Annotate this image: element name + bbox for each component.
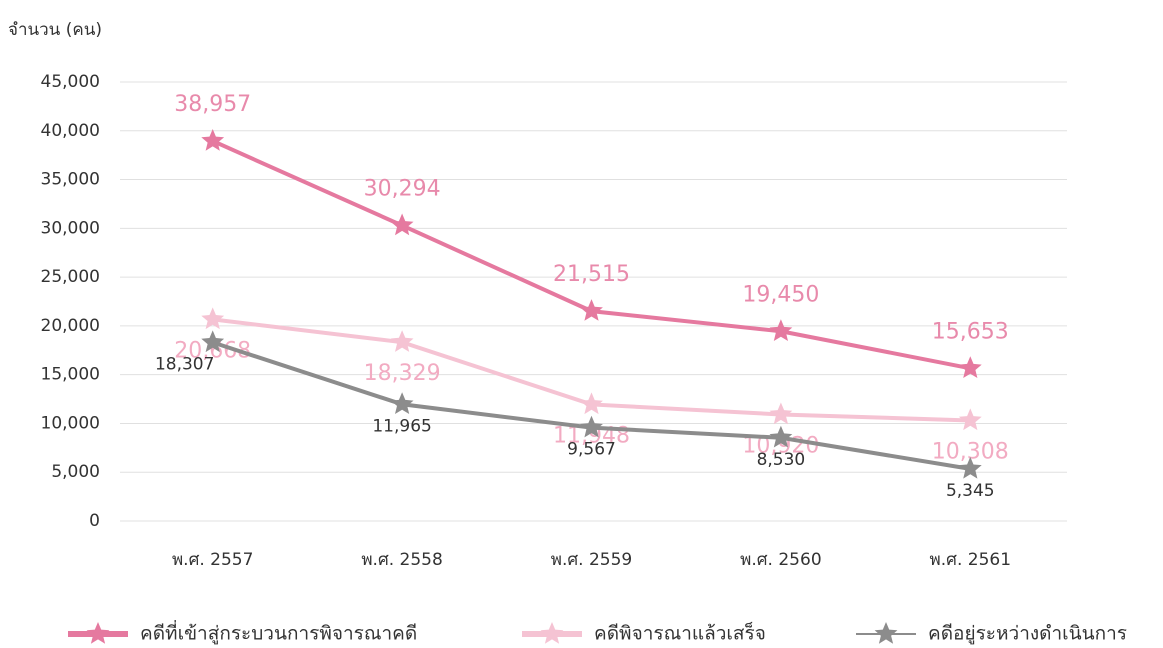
- point-marker: [390, 330, 414, 352]
- legend-marker: [874, 622, 898, 644]
- data-label: 19,450: [742, 282, 819, 307]
- x-tick-label: พ.ศ. 2561: [930, 550, 1011, 570]
- data-label: 18,329: [364, 361, 441, 386]
- y-tick-label: 45,000: [41, 72, 100, 92]
- y-tick-label: 0: [89, 511, 100, 531]
- point-marker: [390, 392, 414, 414]
- y-tick-label: 15,000: [41, 365, 100, 385]
- data-label: 8,530: [757, 450, 806, 470]
- y-tick-label: 35,000: [41, 170, 100, 190]
- legend-label: คดีอยู่ระหว่างดำเนินการ: [928, 623, 1127, 645]
- point-marker: [201, 307, 225, 330]
- y-tick-label: 30,000: [41, 218, 100, 238]
- point-marker: [390, 213, 414, 236]
- y-tick-label: 20,000: [41, 316, 100, 336]
- legend-marker: [540, 622, 564, 644]
- point-marker: [958, 456, 982, 479]
- point-marker: [769, 425, 793, 448]
- data-label: 30,294: [364, 176, 441, 201]
- point-marker: [769, 402, 793, 425]
- data-label: 11,965: [372, 416, 431, 436]
- point-marker: [580, 392, 603, 415]
- data-label: 5,345: [946, 481, 995, 501]
- point-marker: [580, 415, 603, 438]
- point-marker: [201, 330, 225, 353]
- data-label: 21,515: [553, 262, 630, 287]
- y-tick-label: 40,000: [41, 121, 100, 141]
- point-marker: [580, 299, 603, 321]
- x-tick-label: พ.ศ. 2560: [740, 550, 821, 570]
- y-tick-label: 10,000: [41, 413, 100, 433]
- point-marker: [958, 356, 982, 378]
- data-label: 18,307: [155, 354, 214, 374]
- y-axis-title: จำนวน (คน): [8, 20, 102, 40]
- x-tick-label: พ.ศ. 2559: [551, 550, 632, 570]
- point-marker: [958, 408, 982, 431]
- x-tick-label: พ.ศ. 2558: [361, 550, 442, 570]
- data-label: 9,567: [567, 440, 616, 460]
- legend-label: คดีพิจารณาแล้วเสร็จ: [594, 621, 766, 645]
- point-marker: [769, 319, 793, 341]
- point-marker: [201, 129, 225, 151]
- data-label: 15,653: [932, 319, 1009, 344]
- y-tick-label: 5,000: [51, 462, 100, 482]
- y-tick-label: 25,000: [41, 267, 100, 287]
- legend-marker: [86, 622, 110, 644]
- data-label: 38,957: [174, 92, 251, 117]
- x-tick-label: พ.ศ. 2557: [172, 550, 253, 570]
- legend-label: คดีที่เข้าสู่กระบวนการพิจารณาคดี: [140, 620, 417, 645]
